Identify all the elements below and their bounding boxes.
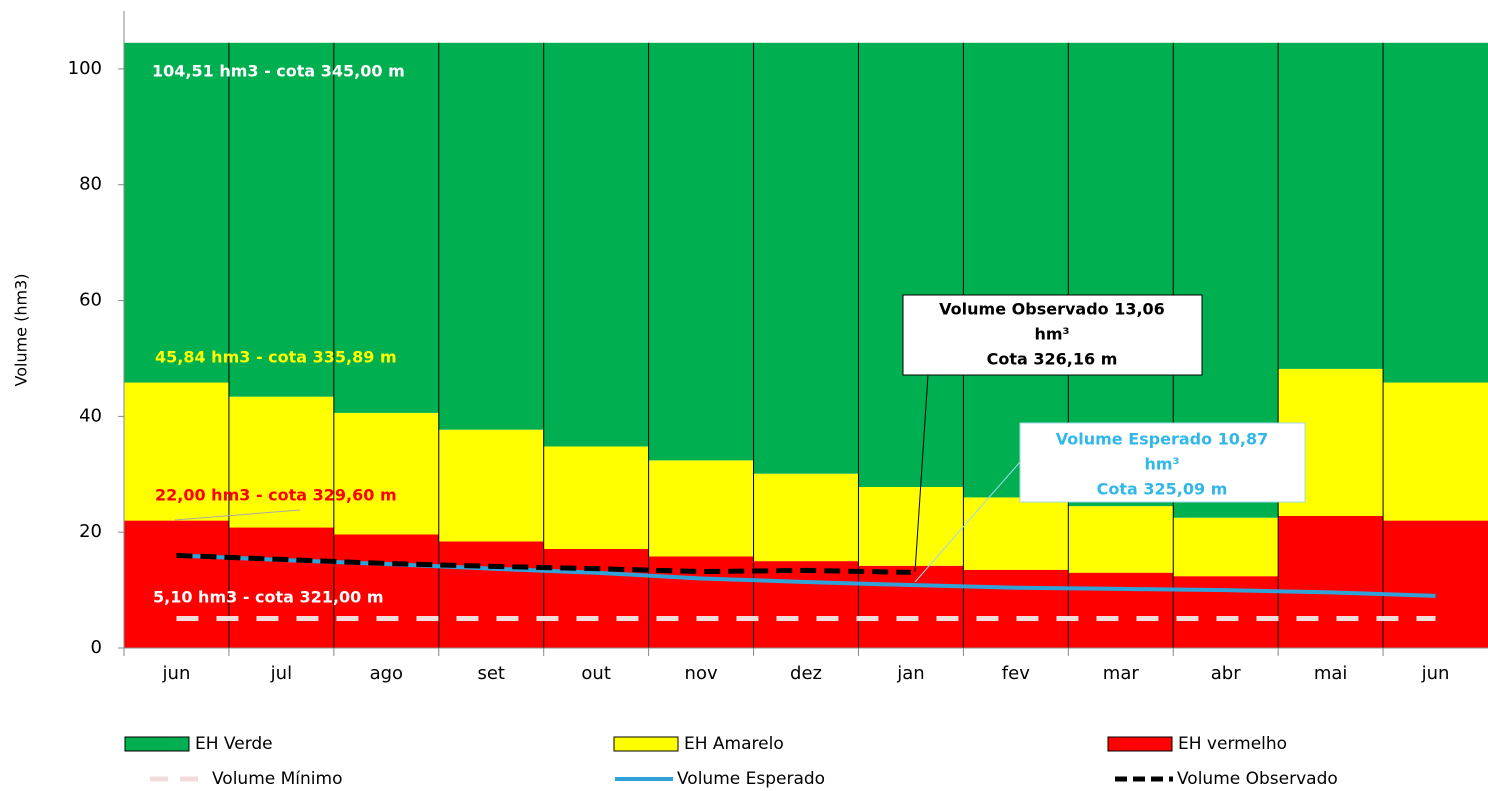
x-tick-label: jun <box>1421 663 1450 684</box>
bar-segment <box>124 520 229 648</box>
legend-label: EH Verde <box>195 734 273 754</box>
x-tick-label: nov <box>685 663 718 684</box>
bar-segment <box>963 42 1069 498</box>
annotation: 5,10 hm3 - cota 321,00 m <box>153 588 384 607</box>
annotation: 45,84 hm3 - cota 335,89 m <box>155 348 397 367</box>
bar-segment <box>648 460 754 557</box>
x-tick-label: mar <box>1103 663 1140 684</box>
legend-swatch <box>1107 736 1173 752</box>
annotation: hm³ <box>1034 325 1069 344</box>
x-tick-label: ago <box>370 663 403 684</box>
line-series <box>176 552 911 575</box>
y-axis-label: Volume (hm3) <box>12 274 31 387</box>
bar-segment <box>333 412 439 535</box>
lines <box>176 552 1436 621</box>
annotation: Volume Observado 13,06 <box>939 300 1165 319</box>
bar-segment <box>963 569 1069 648</box>
bar-segment <box>1383 42 1488 383</box>
legend-label: Volume Observado <box>1177 769 1338 789</box>
bar-segment <box>858 487 964 566</box>
leader-line <box>914 461 1021 583</box>
x-tick-label: jun <box>162 663 191 684</box>
bar-segment <box>1173 517 1279 577</box>
bar-segment <box>124 42 229 383</box>
x-tick-label: abr <box>1211 663 1241 684</box>
y-tick-label: 60 <box>79 290 102 311</box>
legend-label: EH Amarelo <box>684 734 784 754</box>
callout-box <box>902 294 1203 376</box>
bar-segment <box>1278 42 1384 369</box>
bar-segment <box>1383 520 1488 648</box>
y-tick-label: 40 <box>79 405 102 426</box>
legend-label: Volume Mínimo <box>212 769 342 789</box>
annotation: 104,51 hm3 - cota 345,00 m <box>152 62 405 81</box>
leader-line <box>174 509 301 521</box>
annotation: 22,00 hm3 - cota 329,60 m <box>155 486 397 505</box>
x-tick-label: jul <box>270 663 292 684</box>
legend-label: EH vermelho <box>1178 734 1287 754</box>
bar-segment <box>1278 515 1384 648</box>
legend-swatch <box>124 736 190 752</box>
x-tick-label: dez <box>790 663 822 684</box>
x-tick-label: out <box>581 663 610 684</box>
leader-line <box>914 374 929 573</box>
bar-segment <box>124 382 229 521</box>
bar-segment <box>543 446 649 549</box>
y-tick-label: 20 <box>79 521 102 542</box>
bar-segment <box>1173 576 1279 648</box>
x-tick-label: set <box>477 663 505 684</box>
x-tick-label: fev <box>1002 663 1030 684</box>
bar-segment <box>543 42 649 447</box>
y-tick-label: 0 <box>91 637 102 658</box>
annotation: Volume Esperado 10,87 <box>1056 430 1269 449</box>
bar-segment <box>753 473 859 562</box>
bar-segment <box>858 42 964 488</box>
x-tick-label: mai <box>1314 663 1348 684</box>
annotation: Cota 326,16 m <box>987 350 1118 369</box>
bar-segment <box>858 565 964 648</box>
bar-segment <box>333 42 439 413</box>
callout-box <box>1019 422 1306 503</box>
y-tick-label: 80 <box>79 174 102 195</box>
annotation: Cota 325,09 m <box>1097 480 1228 499</box>
bar-segment <box>648 42 754 461</box>
bar-segment <box>1383 382 1488 521</box>
line-series <box>176 553 1436 598</box>
bar-segment <box>438 429 544 542</box>
x-tick-label: jan <box>896 663 924 684</box>
bar-segment <box>438 541 544 648</box>
bar-segment <box>228 527 334 648</box>
bar-segment <box>438 42 544 430</box>
bar-segment <box>1068 572 1174 648</box>
bar-segment <box>753 42 859 474</box>
bar-segment <box>228 396 334 528</box>
bar-segment <box>753 561 859 648</box>
legend-swatch <box>613 736 679 752</box>
bar-segment <box>543 548 649 648</box>
bars <box>124 42 1488 648</box>
y-tick-label: 100 <box>68 58 102 79</box>
annotation: hm³ <box>1144 455 1179 474</box>
bar-segment <box>963 497 1069 570</box>
bar-segment <box>1068 506 1174 573</box>
bar-segment <box>333 534 439 648</box>
legend-label: Volume Esperado <box>677 769 825 789</box>
bar-segment <box>228 42 334 397</box>
